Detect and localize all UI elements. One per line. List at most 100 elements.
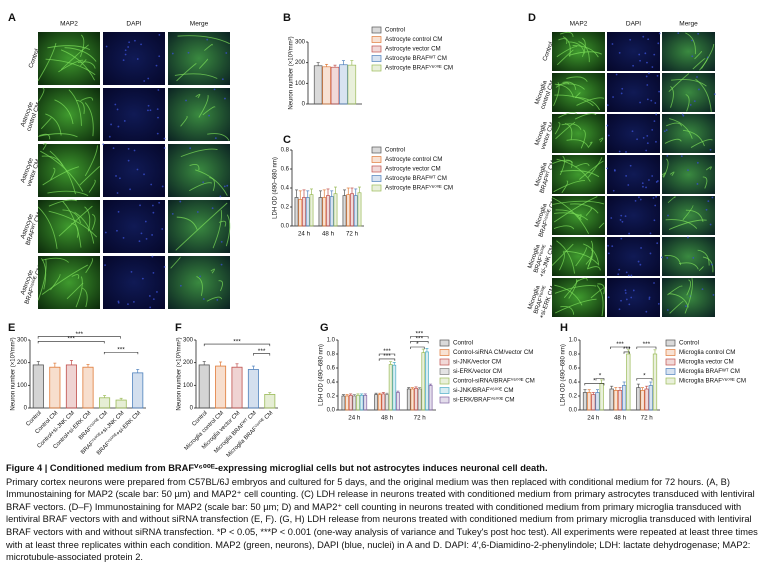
nucleus xyxy=(656,180,659,182)
micrograph xyxy=(662,32,715,71)
legend-swatch xyxy=(371,165,382,173)
neurite xyxy=(225,214,231,247)
significance-bracket xyxy=(610,346,630,349)
nucleus xyxy=(127,46,130,48)
bar xyxy=(377,394,382,411)
nucleus xyxy=(656,242,659,245)
nucleus xyxy=(223,185,226,188)
neurite xyxy=(578,41,590,63)
neurite xyxy=(196,276,203,296)
y-tick-label: 0.4 xyxy=(569,380,578,386)
nucleus xyxy=(656,74,659,77)
legend-label: Astrocyte vector CM xyxy=(385,166,441,173)
nucleus xyxy=(226,184,229,187)
nucleus xyxy=(129,188,131,191)
nucleus xyxy=(152,211,155,214)
neurite xyxy=(45,58,96,76)
nucleus xyxy=(105,45,108,48)
nucleus xyxy=(646,142,649,145)
nucleus xyxy=(689,104,692,106)
neurite xyxy=(195,169,228,196)
neurite xyxy=(684,278,693,314)
bar xyxy=(652,353,658,411)
nucleus xyxy=(642,136,645,139)
nucleus xyxy=(161,185,164,188)
nucleus xyxy=(711,263,713,266)
bar xyxy=(318,197,323,227)
neurite xyxy=(596,285,604,317)
neurite xyxy=(669,118,693,139)
nucleus xyxy=(654,204,657,207)
neurite xyxy=(202,106,216,116)
nucleus xyxy=(150,183,153,186)
nucleus xyxy=(645,75,648,78)
nucleus xyxy=(701,288,704,290)
y-tick-label: 100 xyxy=(183,383,194,389)
neurite xyxy=(555,121,576,140)
micrograph xyxy=(168,144,230,197)
y-tick-label: 0.4 xyxy=(281,186,290,192)
neurite xyxy=(664,138,682,144)
y-tick-label: 0.2 xyxy=(327,394,336,400)
significance-bracket xyxy=(636,346,657,349)
neurite xyxy=(175,202,228,251)
nucleus xyxy=(667,214,669,217)
nucleus xyxy=(139,204,141,207)
nucleus xyxy=(123,120,126,122)
neurite xyxy=(576,97,605,106)
bar xyxy=(333,193,338,227)
significance-bracket xyxy=(584,383,605,386)
bar xyxy=(359,394,364,411)
legend-label: Astrocyte vector CM xyxy=(385,46,441,53)
x-tick-label: 48 h xyxy=(614,415,627,422)
neurite xyxy=(559,251,565,271)
significance-bracket xyxy=(378,358,396,361)
significance-label: *** xyxy=(416,331,424,338)
nucleus xyxy=(645,186,647,189)
y-tick-label: 0.8 xyxy=(569,352,578,358)
neurite xyxy=(58,205,93,237)
nucleus xyxy=(621,87,624,90)
y-tick-label: 0 xyxy=(24,406,28,412)
neurite xyxy=(580,129,586,149)
neurite xyxy=(566,76,588,82)
neurite xyxy=(556,46,578,58)
significance-label: *** xyxy=(623,346,631,353)
neurite xyxy=(555,298,597,314)
nucleus xyxy=(130,270,133,273)
nucleus xyxy=(620,299,622,302)
nucleus xyxy=(630,296,633,299)
bar xyxy=(396,392,400,411)
legend-label: si-ERK/vector CM xyxy=(453,368,502,375)
y-axis-label: LDH OD (490–680 nm) xyxy=(273,157,279,219)
bar xyxy=(322,66,331,105)
nucleus xyxy=(625,271,628,274)
neurite xyxy=(555,82,570,88)
x-tick-label: 24 h xyxy=(348,415,361,422)
significance-bracket xyxy=(203,343,271,347)
micrograph xyxy=(103,256,165,309)
nucleus xyxy=(693,100,696,103)
legend-label: si-JNK/BRAFⱽ⁶⁰⁰ᴱ CM xyxy=(453,387,514,394)
legend-label: Astrocyte BRAFᵂᵀ CM xyxy=(385,175,447,182)
nucleus xyxy=(124,49,127,52)
legend-swatch xyxy=(371,55,382,62)
legend-label: si-ERK/BRAFⱽ⁶⁰⁰ᴱ CM xyxy=(453,397,515,404)
nucleus xyxy=(115,175,117,177)
legend-swatch xyxy=(371,184,382,192)
y-tick-label: 100 xyxy=(17,383,28,389)
nucleus xyxy=(646,84,649,86)
nucleus xyxy=(127,303,129,306)
nucleus xyxy=(665,129,668,131)
nucleus xyxy=(646,134,649,137)
nucleus xyxy=(163,147,166,149)
neurite xyxy=(587,141,593,148)
neurite xyxy=(671,78,707,87)
micrograph xyxy=(168,200,230,253)
legend-label: Control xyxy=(385,147,405,154)
nucleus xyxy=(630,274,633,277)
nucleus xyxy=(639,198,642,201)
bar xyxy=(115,399,127,409)
